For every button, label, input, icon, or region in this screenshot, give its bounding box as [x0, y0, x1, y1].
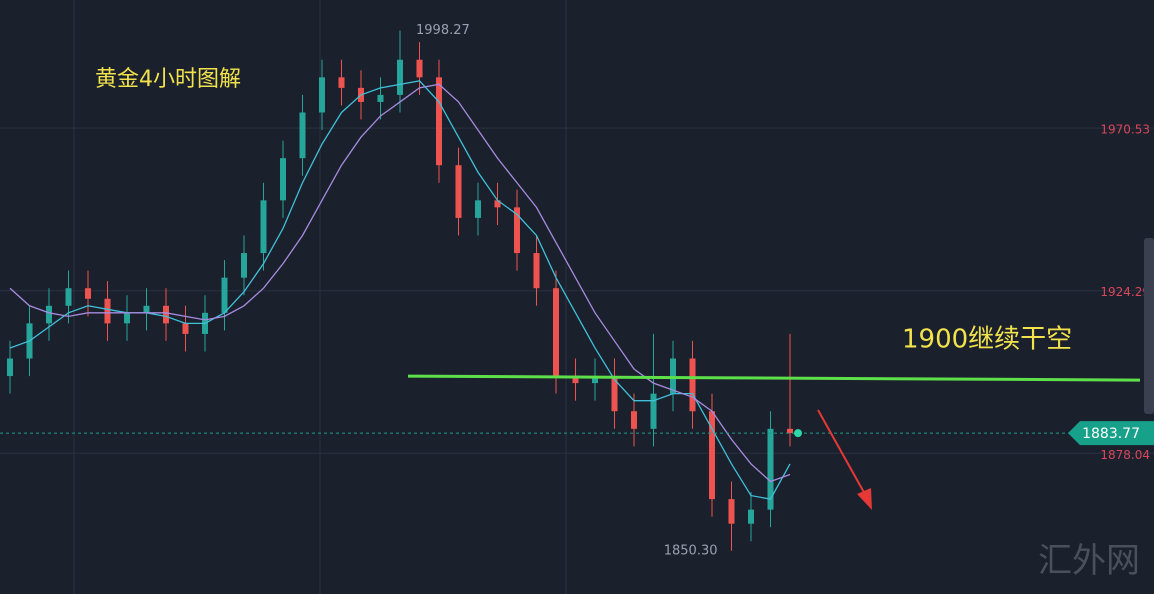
watermark: 汇外网	[1038, 541, 1140, 581]
candle-body	[221, 277, 228, 313]
candle-body	[650, 393, 657, 429]
arrow-head	[857, 488, 872, 510]
candle-body	[124, 312, 130, 324]
arrow	[817, 409, 867, 497]
candle-body	[455, 165, 462, 218]
candle-body	[143, 305, 150, 313]
candle-body	[689, 358, 696, 412]
candle-body	[611, 376, 618, 412]
candle-body	[748, 509, 754, 524]
price-tag	[1068, 421, 1154, 446]
candle-body	[533, 253, 540, 289]
candle-body	[280, 158, 286, 201]
candle-body	[377, 94, 384, 102]
candle-body	[241, 253, 247, 278]
candle-body	[709, 411, 715, 500]
candle-body	[260, 200, 267, 254]
candle-body	[85, 288, 91, 299]
candle-body	[631, 411, 637, 429]
price-tag-label: 1883.77	[1082, 426, 1140, 442]
candle-body	[46, 305, 52, 324]
last-price-dot	[794, 429, 802, 438]
candle-body	[7, 358, 13, 377]
candle-body	[436, 77, 442, 166]
y-tick-label: 1878.04	[1100, 448, 1150, 462]
candle-body	[494, 200, 501, 208]
candle-body	[514, 207, 520, 254]
candle-body	[416, 59, 423, 78]
candle-body	[163, 305, 169, 324]
grid: 1970.53 1924.29 1878.04	[0, 123, 1154, 462]
scrollbar[interactable]	[1144, 238, 1154, 414]
candle-body	[299, 112, 306, 159]
overlay: 1998.27 1850.30 1883.77	[0, 23, 1154, 558]
candle-body	[475, 200, 481, 218]
candle-body	[104, 298, 111, 324]
high-label: 1998.27	[416, 23, 470, 38]
candle-body	[338, 77, 345, 88]
candle-body	[397, 59, 403, 95]
marks	[7, 30, 793, 551]
y-tick-label: 1970.53	[1100, 123, 1150, 137]
candle-body	[65, 288, 72, 306]
candle-body	[319, 77, 325, 113]
candle-body	[572, 376, 579, 384]
y-tick-label: 1924.29	[1100, 285, 1150, 299]
chart-title: 黄金4小时图解	[95, 67, 241, 92]
candle-body	[728, 499, 735, 524]
candle-body	[787, 428, 793, 434]
annotation: 1900继续干空	[902, 325, 1072, 355]
candle-body	[182, 323, 189, 334]
candle-body	[767, 428, 774, 510]
low-label: 1850.30	[664, 543, 718, 558]
candle-body	[592, 376, 598, 384]
candle-body	[553, 288, 559, 377]
level-line	[407, 374, 1141, 382]
moving-average	[9, 83, 791, 483]
